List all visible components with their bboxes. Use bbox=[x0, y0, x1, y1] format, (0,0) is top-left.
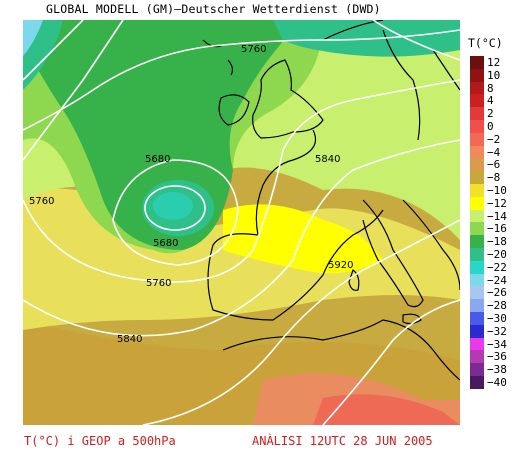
contour-top-c bbox=[372, 20, 460, 61]
temp-field-cyan-left bbox=[23, 20, 43, 56]
legend-label: −22 bbox=[487, 260, 507, 274]
legend-swatch bbox=[470, 350, 484, 364]
legend-swatch bbox=[470, 286, 484, 300]
legend-label: −8 bbox=[487, 171, 501, 185]
legend-swatch bbox=[470, 132, 484, 147]
legend-label: 2 bbox=[487, 107, 494, 121]
contours bbox=[23, 20, 460, 425]
coast-north-africa bbox=[222, 319, 460, 381]
legend-swatch bbox=[470, 145, 484, 159]
legend-swatch bbox=[470, 81, 484, 95]
legend-label: −4 bbox=[487, 145, 501, 159]
legend-label: −20 bbox=[487, 248, 507, 261]
legend-swatch bbox=[470, 363, 484, 377]
legend-swatch bbox=[470, 376, 484, 390]
contour-5760-mid bbox=[23, 79, 460, 283]
cold-core-center bbox=[153, 192, 193, 220]
legend-label: −32 bbox=[487, 324, 507, 338]
legend-swatch bbox=[470, 68, 484, 83]
legend-swatch bbox=[470, 158, 484, 172]
map-canvas: 5760 5680 5840 5760 5680 5920 5760 5840 bbox=[23, 20, 460, 425]
map-title: GLOBAL MODELL (GM)–Deutscher Wetterdiens… bbox=[46, 2, 381, 16]
legend-label: −2 bbox=[487, 132, 501, 146]
coast-sicily bbox=[402, 313, 422, 325]
legend-swatch bbox=[470, 337, 484, 351]
legend-swatch bbox=[470, 235, 484, 249]
legend-label: −12 bbox=[487, 196, 507, 210]
contour-5680-ring bbox=[112, 159, 239, 266]
legend-label: −18 bbox=[487, 235, 507, 249]
legend-label: 0 bbox=[487, 120, 494, 133]
legend-swatch bbox=[470, 209, 484, 223]
legend-title: T(°C) bbox=[468, 36, 503, 50]
coast-ireland bbox=[218, 94, 250, 126]
legend-label: 8 bbox=[487, 81, 494, 95]
legend-label: −34 bbox=[487, 337, 507, 351]
coast-balkans bbox=[402, 199, 460, 291]
legend-label: −6 bbox=[487, 158, 501, 172]
coastlines bbox=[202, 20, 460, 381]
legend-label: −10 bbox=[487, 184, 507, 197]
legend-swatch bbox=[470, 312, 484, 326]
legend-swatch bbox=[470, 120, 484, 134]
legend-swatch bbox=[470, 324, 484, 339]
contour-5760-north bbox=[23, 29, 460, 131]
contour-5840 bbox=[23, 139, 460, 337]
contour-label: 5840 bbox=[117, 334, 142, 345]
legend-label: −40 bbox=[487, 376, 507, 389]
contour-labels: 5760 5680 5840 5760 5680 5920 5760 5840 bbox=[29, 44, 353, 345]
legend-label: 12 bbox=[487, 56, 501, 69]
contour-label: 5680 bbox=[145, 154, 170, 165]
legend-swatch bbox=[470, 184, 484, 198]
contour-5600-inner bbox=[144, 185, 206, 231]
legend-swatch bbox=[470, 248, 484, 262]
temp-field-warm-red bbox=[313, 394, 460, 425]
contour-label: 5920 bbox=[328, 260, 353, 271]
legend-label: −36 bbox=[487, 350, 507, 364]
contour-top-a bbox=[23, 20, 84, 81]
legend-swatch bbox=[470, 273, 484, 287]
coast-italy bbox=[362, 199, 424, 308]
coast-france-iberia bbox=[207, 129, 384, 321]
legend-label: −26 bbox=[487, 286, 507, 300]
contour-label: 5760 bbox=[241, 44, 266, 55]
legend-label: −16 bbox=[487, 222, 507, 236]
weather-map[interactable]: 5760 5680 5840 5760 5680 5920 5760 5840 bbox=[23, 20, 460, 425]
legend-label: −30 bbox=[487, 312, 507, 325]
temp-field-darkgreen bbox=[33, 20, 303, 250]
contour-label: 5840 bbox=[315, 154, 340, 165]
legend-label: 4 bbox=[487, 94, 494, 108]
legend-swatch bbox=[470, 107, 484, 121]
legend-label: −28 bbox=[487, 299, 507, 313]
caption-analysis-time: ANÀLISI 12UTC 28 JUN 2005 bbox=[252, 434, 433, 448]
legend-swatch bbox=[470, 171, 484, 185]
legend-swatch bbox=[470, 56, 484, 70]
contour-label: 5680 bbox=[153, 238, 178, 249]
legend-label: −38 bbox=[487, 363, 507, 377]
coast-scandinavia bbox=[322, 20, 460, 141]
legend-label: −24 bbox=[487, 273, 507, 287]
legend-swatch bbox=[470, 260, 484, 275]
contour-top-b bbox=[23, 20, 124, 161]
contour-5920 bbox=[142, 219, 460, 425]
legend-swatch bbox=[470, 196, 484, 211]
contour-label: 5760 bbox=[146, 278, 171, 289]
contour-lower bbox=[322, 299, 460, 425]
legend-swatch bbox=[470, 299, 484, 313]
legend-label: 10 bbox=[487, 68, 501, 82]
coast-britain bbox=[252, 59, 324, 139]
contour-label: 5760 bbox=[29, 196, 54, 207]
caption-variable: T(°C) i GEOP a 500hPa bbox=[24, 434, 176, 448]
legend-label: −14 bbox=[487, 209, 507, 223]
legend-swatch bbox=[470, 222, 484, 236]
legend-swatch bbox=[470, 94, 484, 108]
